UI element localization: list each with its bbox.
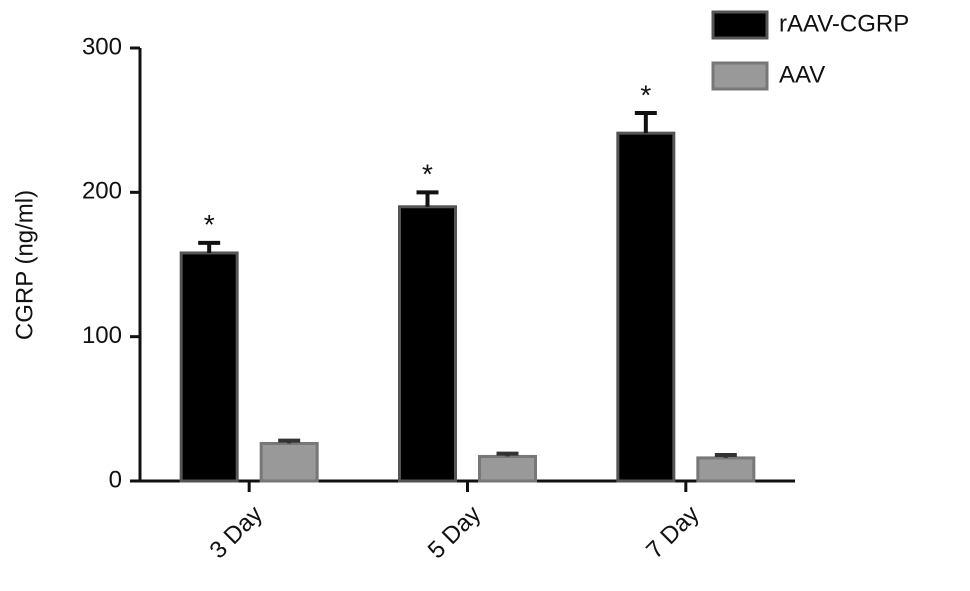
legend-label: rAAV-CGRP (779, 10, 909, 37)
y-tick-label: 0 (109, 466, 122, 493)
x-tick-label: 5 Day (423, 501, 486, 564)
bar (179, 251, 239, 483)
y-tick-label: 300 (82, 33, 122, 60)
legend-label: AAV (779, 61, 825, 88)
legend-swatch (711, 10, 769, 40)
significance-marker: * (422, 159, 433, 190)
legend-swatch (711, 61, 769, 91)
y-tick-label: 200 (82, 178, 122, 205)
y-tick-label: 100 (82, 322, 122, 349)
bar (616, 131, 676, 483)
x-tick-label: 7 Day (641, 501, 704, 564)
significance-marker: * (204, 209, 215, 240)
x-tick-label: 3 Day (204, 501, 267, 564)
bar (696, 456, 756, 483)
bar (259, 441, 319, 483)
bar (398, 205, 457, 483)
bar (478, 454, 537, 483)
significance-marker: * (640, 79, 651, 110)
y-axis-label: CGRP (ng/ml) (11, 190, 38, 340)
